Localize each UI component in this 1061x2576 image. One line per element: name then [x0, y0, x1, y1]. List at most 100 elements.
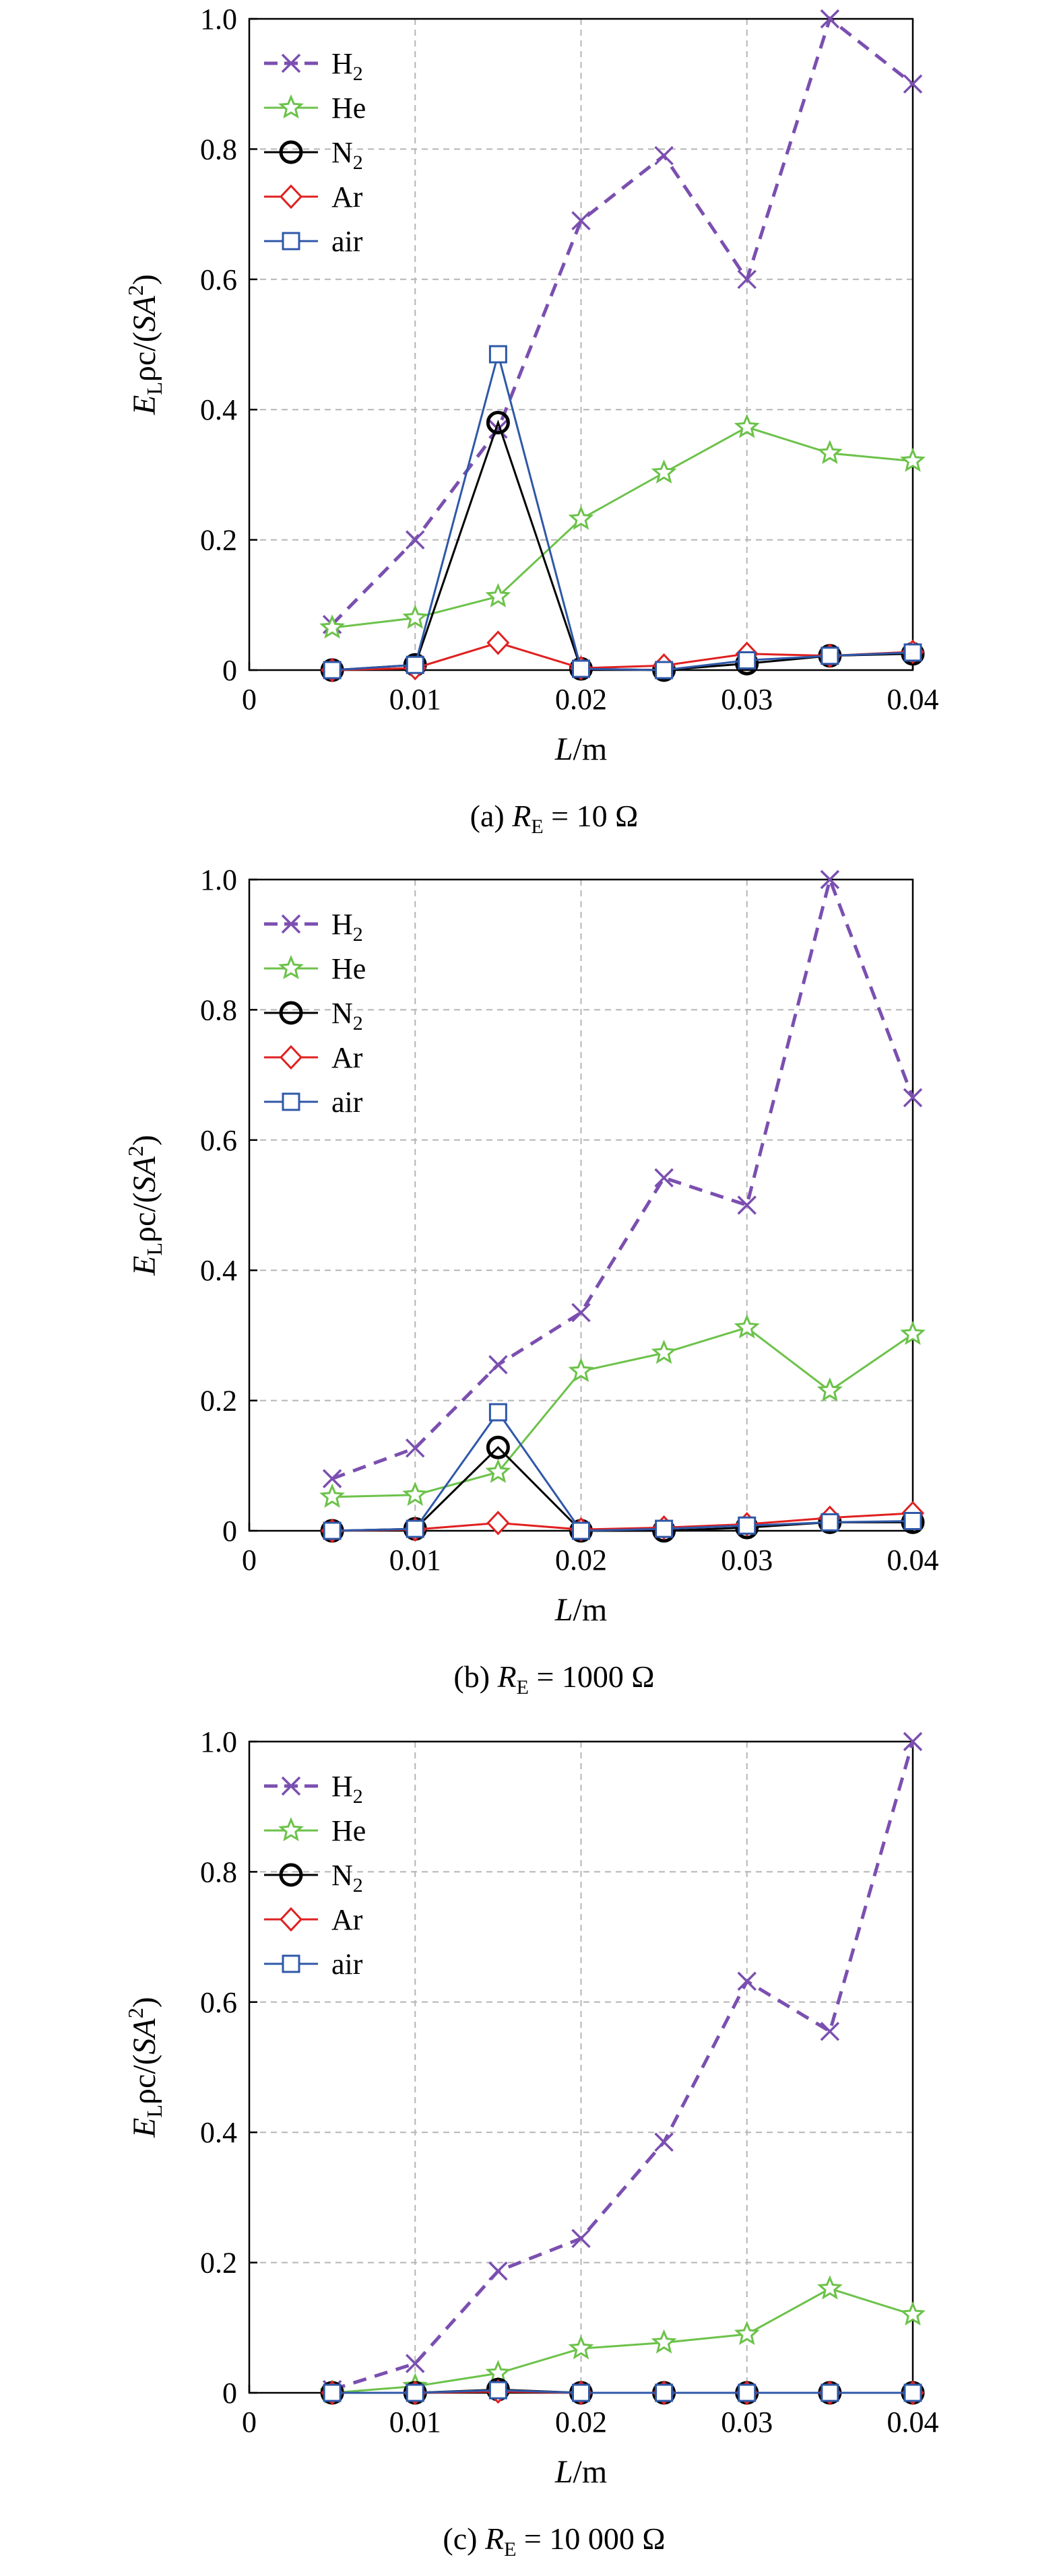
- series-line: [331, 1741, 915, 2391]
- legend-label: N2: [331, 997, 363, 1034]
- data-point: [488, 1403, 507, 1422]
- y-tick-label: 0.6: [200, 263, 237, 296]
- series-line: [331, 873, 915, 1480]
- data-point: [651, 459, 677, 484]
- x-tick-label: 0.02: [555, 2406, 607, 2439]
- y-axis-title: ELρc/(SA2): [123, 274, 166, 416]
- legend-entry: He: [264, 1814, 366, 1847]
- y-tick-label: 1.0: [200, 863, 237, 896]
- y-tick-label: 0.8: [200, 993, 237, 1026]
- series-line: [331, 15, 914, 626]
- data-point: [651, 1340, 677, 1364]
- legend-label: air: [331, 1948, 363, 1981]
- data-point: [821, 1513, 839, 1531]
- series-air: [323, 2381, 922, 2402]
- chart-caption: (c) RE = 10 000 Ω: [443, 2521, 665, 2561]
- legend-marker: [279, 1863, 303, 1887]
- data-point: [821, 647, 839, 665]
- grid: [249, 1742, 913, 2393]
- data-point: [903, 2383, 922, 2402]
- data-point: [323, 661, 342, 680]
- legend-marker: [279, 1001, 303, 1025]
- legend-label: N2: [331, 1859, 363, 1896]
- y-tick-label: 0.8: [200, 133, 237, 166]
- legend-marker: [281, 914, 301, 934]
- legend-marker: [279, 140, 303, 164]
- data-point: [572, 2383, 590, 2402]
- chart-b: 0 0.01 0.02 0.03 0.04 0 0.2 0.4 0.6 0.8 1.0 H2 He N2 A…: [123, 863, 939, 1698]
- x-axis-title: L/m: [554, 731, 607, 767]
- legend-label: Ar: [331, 180, 363, 213]
- data-point: [488, 1355, 508, 1375]
- grid: [249, 19, 913, 670]
- x-tick-label: 0.01: [389, 2406, 441, 2439]
- y-tick-label: 0: [222, 1515, 237, 1548]
- series-line: [331, 2287, 913, 2394]
- series-h2: [322, 869, 923, 1488]
- series-h2: [322, 9, 923, 634]
- data-point: [323, 1521, 342, 1540]
- y-tick-label: 1.0: [200, 1725, 237, 1758]
- legend-label: He: [331, 1814, 366, 1847]
- legend: H2 He N2 Ar air: [264, 47, 366, 258]
- series-he: [319, 1314, 926, 1508]
- series-air: [323, 345, 922, 680]
- legend-label: He: [331, 92, 366, 125]
- y-tick-label: 0: [222, 2377, 237, 2410]
- legend-entry: H2: [264, 47, 363, 85]
- legend-label: He: [331, 952, 366, 985]
- legend-label: Ar: [331, 1041, 363, 1074]
- x-axis-title: L/m: [554, 1592, 607, 1628]
- y-tick-label: 0.2: [200, 524, 237, 557]
- series-line: [332, 1512, 913, 1532]
- x-axis-title: L/m: [554, 2454, 607, 2490]
- x-tick-label: 0.02: [555, 683, 607, 716]
- y-tick-label: 0.2: [200, 1385, 237, 1418]
- data-point: [571, 1302, 591, 1323]
- data-point: [820, 869, 840, 890]
- legend-entry: He: [264, 92, 366, 125]
- legend-entry: Ar: [264, 1903, 363, 1936]
- y-tick-label: 0.4: [200, 2116, 237, 2149]
- chart-caption: (b) RE = 1000 Ω: [453, 1659, 654, 1698]
- data-point: [406, 2383, 424, 2402]
- x-tick-label: 0.04: [887, 683, 939, 716]
- data-point: [903, 643, 922, 662]
- x-tick-label: 0.03: [721, 2406, 773, 2439]
- series-he: [319, 414, 926, 639]
- y-tick-label: 0.4: [200, 393, 237, 426]
- series-line: [332, 1326, 913, 1498]
- legend-entry: H2: [264, 908, 363, 946]
- data-point: [734, 414, 760, 438]
- data-point: [903, 1731, 923, 1752]
- data-point: [406, 2354, 425, 2373]
- data-point: [900, 2301, 926, 2326]
- y-tick-label: 0.8: [200, 1855, 237, 1888]
- legend-entry: N2: [264, 997, 363, 1034]
- data-point: [406, 1519, 424, 1538]
- data-point: [568, 505, 594, 530]
- data-point: [319, 614, 345, 639]
- x-tick-label: 0.01: [389, 683, 441, 716]
- data-point: [319, 1483, 346, 1508]
- x-tick-label: 0: [242, 2406, 257, 2439]
- data-point: [654, 145, 674, 166]
- series-air: [323, 1403, 922, 1540]
- data-point: [654, 2132, 674, 2152]
- data-point: [406, 655, 424, 674]
- legend-label: H2: [331, 47, 363, 85]
- y-tick-label: 0.4: [200, 1254, 237, 1287]
- y-tick-label: 0.2: [200, 2247, 237, 2280]
- x-tick-label: 0.03: [721, 1544, 773, 1577]
- series-h2: [322, 1731, 923, 2400]
- data-point: [820, 2022, 840, 2041]
- data-point: [406, 530, 425, 550]
- data-point: [322, 1469, 342, 1488]
- series-line: [332, 1410, 913, 1532]
- data-point: [486, 1511, 510, 1535]
- data-point: [737, 1195, 757, 1215]
- data-point: [568, 2335, 594, 2360]
- chart-c: 0 0.01 0.02 0.03 0.04 0 0.2 0.4 0.6 0.8 1.0 H2 He N2 A…: [123, 1725, 939, 2561]
- chart-a: 0 0.01 0.02 0.03 0.04 0 0.2 0.4 0.6 0.8 1.0 H2 He N2 A…: [123, 3, 939, 838]
- data-point: [485, 1459, 511, 1484]
